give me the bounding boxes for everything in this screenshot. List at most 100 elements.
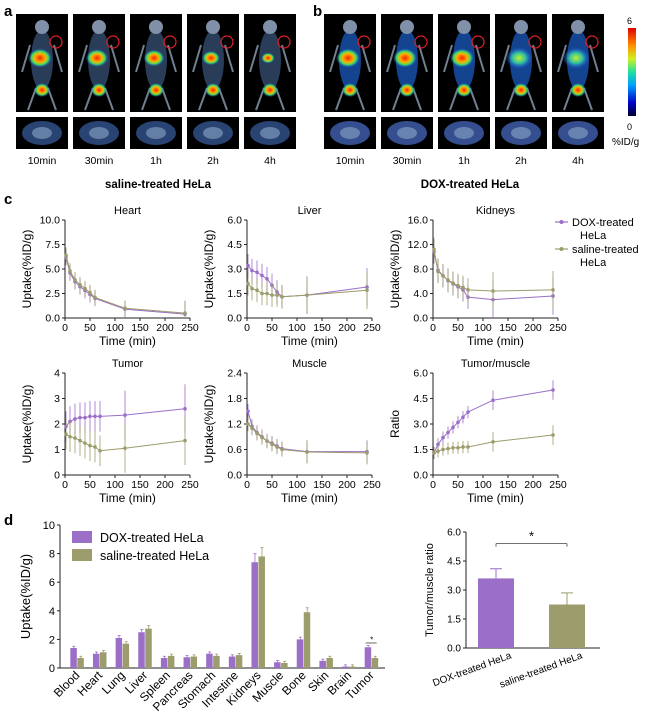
line-chart-liver: Liver 0.0 1.5 3.0 4.5 6.0 0 50 100 150 200 250 Time … (202, 205, 381, 348)
data-point (461, 415, 465, 420)
color-scale-bar (628, 28, 636, 116)
data-point (68, 434, 72, 439)
bar-dox (342, 666, 349, 668)
x-tick-label: 250 (363, 479, 381, 491)
pet-liver-signal (450, 48, 474, 68)
series-line (247, 283, 368, 298)
legend-c: DOX-treated HeLa saline-treated HeLa (555, 217, 639, 269)
data-point (466, 288, 470, 292)
pet-time-label: 30min (85, 155, 114, 167)
series-saline (64, 247, 187, 318)
data-point (73, 436, 77, 440)
data-point (270, 442, 274, 447)
pet-bladder-signal (570, 83, 586, 97)
pet-column-1: 30min (73, 14, 125, 167)
y-tick-label: 5.0 (45, 264, 60, 276)
bar-dox (70, 647, 77, 668)
pet-bladder-signal (148, 83, 164, 97)
pet-column-2: 1h (438, 14, 490, 167)
pet-head (206, 20, 220, 34)
x-tick-label: 200 (338, 479, 356, 491)
bar-dox (115, 637, 123, 668)
y-tick-label: 10 (43, 520, 55, 532)
pet-column-3: 2h (187, 14, 239, 167)
y-tick-label: 0.0 (45, 313, 60, 325)
pet-tumor-circle (357, 35, 371, 49)
pet-head (92, 20, 106, 34)
bar-saline (235, 655, 243, 668)
y-tick-label: 6.0 (447, 528, 461, 539)
data-point (280, 447, 284, 452)
chart-title: Kidneys (476, 205, 516, 217)
pet-time-label: 10min (336, 155, 365, 167)
data-point (98, 414, 102, 419)
pet-section-core (32, 127, 52, 139)
x-tick-label: 0 (244, 479, 250, 491)
bar-saline (258, 556, 265, 668)
y-tick-label: 0 (54, 470, 60, 482)
y-tick-label: 0.0 (413, 470, 428, 482)
data-point (88, 290, 92, 295)
bar-dox (160, 657, 168, 668)
x-tick-label: 100 (106, 322, 124, 334)
pet-right-limb (224, 44, 234, 73)
pet-time-label: 30min (393, 155, 422, 167)
series-saline (432, 425, 555, 460)
pet-left-limb (135, 44, 145, 73)
data-point (123, 306, 127, 311)
data-point (83, 286, 87, 291)
data-point (491, 440, 495, 444)
y-tick-label: 2.5 (45, 288, 60, 300)
bar-saline (77, 657, 84, 668)
y-tick-label: 0.6 (227, 444, 242, 456)
bar-saline (349, 666, 356, 668)
legend-dox-line2: HeLa (580, 230, 607, 242)
pet-tumor-circle (106, 35, 120, 49)
ratio-bar-saline (549, 604, 585, 648)
pet-bladder-signal (342, 83, 358, 97)
bar-dox (183, 657, 191, 668)
data-point (270, 293, 274, 297)
pet-liver-signal (393, 48, 417, 68)
chart-title: Tumor/muscle (461, 358, 530, 370)
y-tick-label: 2 (49, 634, 55, 646)
x-tick-label: 100 (474, 322, 492, 334)
data-point (255, 431, 259, 436)
x-tick-label: 50 (266, 322, 278, 334)
pet-time-label: 4h (264, 155, 276, 167)
bar-saline (281, 662, 288, 668)
imaging-panel-dox: 10min 30min 1h 2h 4h (324, 14, 604, 167)
bar-dox (296, 639, 304, 668)
pet-section-core (568, 127, 588, 139)
y-tick-label: 3.0 (413, 419, 428, 431)
data-point (456, 420, 460, 425)
data-point (88, 414, 92, 419)
series-line (247, 423, 368, 454)
bar-dox (92, 653, 100, 668)
y-tick-label: 6 (49, 577, 55, 589)
series-line (65, 408, 186, 427)
data-point (551, 288, 555, 292)
data-point (275, 445, 279, 449)
data-point (183, 438, 187, 443)
data-point (451, 446, 455, 450)
y-tick-label: 16.0 (408, 215, 429, 227)
pet-left-limb (443, 44, 453, 73)
data-point (260, 435, 264, 440)
y-axis-label: Uptake(%ID/g) (20, 385, 34, 464)
series-line (65, 433, 186, 452)
legend-saline-line1: saline-treated (572, 244, 639, 256)
y-tick-label: 10.0 (40, 215, 61, 227)
pet-section-core (203, 127, 223, 139)
data-point (491, 398, 495, 403)
y-tick-label: 0.0 (447, 644, 461, 655)
bar-saline (99, 652, 107, 668)
y-tick-label: 6.0 (227, 215, 242, 227)
legend-saline-line2: HeLa (580, 257, 607, 269)
x-axis-label: Time (min) (467, 491, 524, 505)
bar-saline (326, 657, 333, 668)
legend-d-saline: saline-treated HeLa (100, 549, 209, 563)
x-tick-label: 0 (244, 322, 250, 334)
pet-column-0: 10min (324, 14, 376, 167)
series-line (65, 257, 186, 315)
